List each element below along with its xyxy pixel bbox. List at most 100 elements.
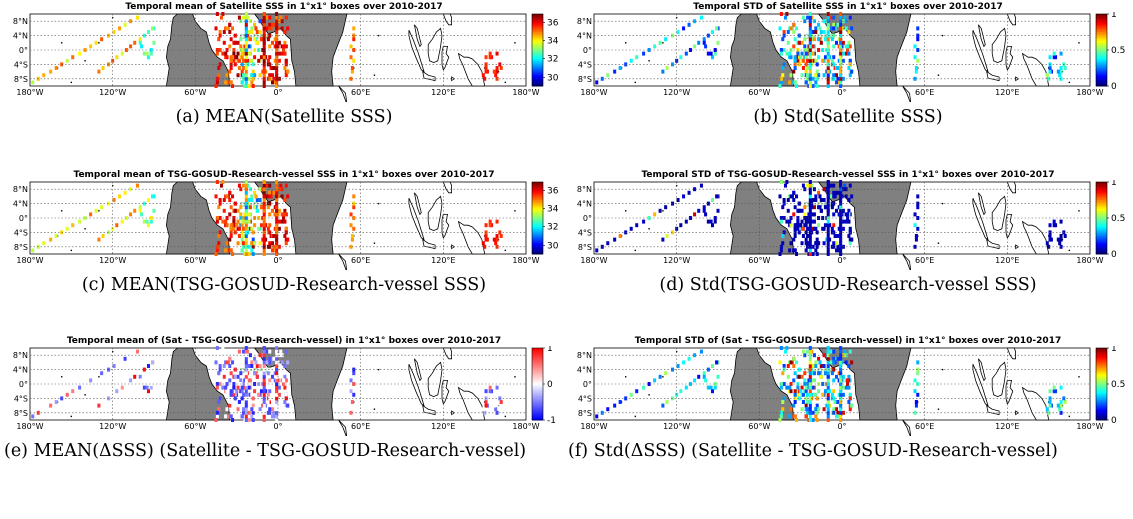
colorbar-step: [532, 44, 543, 47]
data-cell: [819, 30, 823, 34]
data-cell: [826, 15, 830, 20]
data-cell: [804, 403, 808, 408]
data-cell: [262, 219, 266, 224]
data-cell: [272, 356, 276, 361]
data-cell: [832, 407, 836, 412]
colorbar-frame: [531, 181, 544, 255]
island-dot: [98, 376, 100, 378]
data-cell: [275, 248, 279, 253]
data-cell: [797, 201, 801, 206]
data-cell: [808, 353, 812, 358]
data-cell: [231, 26, 235, 31]
land-polygon: [986, 238, 1000, 250]
data-cell: [229, 37, 233, 42]
data-cell: [224, 385, 228, 390]
data-cell: [145, 219, 149, 224]
colorbar-step: [532, 409, 543, 412]
data-cell: [275, 226, 279, 231]
data-cell: [240, 396, 244, 401]
data-cell: [262, 374, 266, 379]
data-cell: [1048, 66, 1052, 70]
data-cell: [250, 30, 254, 34]
data-cell: [710, 55, 715, 60]
colorbar-tick-label: -1: [547, 416, 556, 426]
data-cell: [350, 400, 354, 404]
data-cell: [847, 385, 851, 390]
island-dot: [648, 394, 650, 396]
data-cell: [817, 73, 821, 78]
data-cell: [228, 198, 232, 202]
colorbar-step: [1096, 66, 1107, 69]
data-cell: [255, 198, 259, 202]
data-cell: [914, 403, 918, 408]
data-cell: [268, 55, 272, 60]
data-cell: [797, 367, 801, 372]
data-cell: [275, 15, 279, 20]
data-cell: [709, 385, 713, 390]
data-cell: [275, 353, 279, 358]
data-cell: [847, 40, 851, 45]
data-cell: [94, 208, 98, 213]
data-cell: [804, 62, 808, 67]
data-cell: [284, 241, 288, 246]
data-cell: [224, 51, 228, 56]
data-cell: [242, 392, 246, 397]
data-cell: [151, 194, 155, 199]
data-cell: [262, 205, 266, 210]
data-cell: [797, 40, 801, 45]
data-cell: [839, 33, 843, 38]
data-cell: [259, 55, 263, 60]
data-cell: [115, 223, 119, 228]
data-cell: [270, 374, 275, 379]
data-cell: [228, 69, 232, 74]
data-cell: [237, 58, 241, 63]
data-cell: [781, 66, 785, 70]
data-cell: [808, 183, 812, 188]
map-block: Temporal STD of TSG-GOSUD-Research-vesse…: [568, 170, 1128, 270]
island-dot: [84, 394, 86, 396]
data-cell: [242, 407, 246, 412]
data-cell: [806, 407, 810, 412]
colorbar-step: [1096, 57, 1107, 60]
data-cell: [253, 356, 257, 361]
data-cell: [781, 234, 785, 238]
data-cell: [262, 26, 266, 31]
data-cell: [233, 374, 237, 379]
data-cell: [255, 374, 259, 379]
x-tick-label: 60°E: [915, 256, 934, 265]
data-cell: [244, 353, 248, 358]
data-cell: [495, 237, 499, 242]
data-cell: [795, 252, 799, 256]
data-cell: [78, 385, 82, 390]
colorbar-step: [532, 15, 543, 19]
data-cell: [836, 356, 840, 361]
data-cell: [275, 349, 279, 354]
data-cell: [221, 219, 225, 224]
data-cell: [123, 356, 127, 361]
data-cell: [817, 389, 821, 394]
data-cell: [788, 51, 792, 56]
data-cell: [684, 385, 688, 390]
data-cell: [808, 201, 812, 206]
data-cell: [262, 410, 266, 415]
colorbar-step: [1096, 212, 1107, 215]
data-cell: [495, 219, 499, 224]
data-cell: [54, 234, 58, 238]
data-cell: [801, 392, 805, 397]
colorbar-step: [532, 62, 543, 65]
island-dot: [84, 228, 86, 230]
data-cell: [808, 30, 812, 34]
data-cell: [352, 33, 356, 38]
data-cell: [808, 194, 812, 199]
data-cell: [808, 51, 812, 56]
map-title: Temporal mean of (Sat - TSG-GOSUD-Resear…: [66, 336, 502, 346]
colorbar-step: [532, 201, 543, 205]
data-cell: [262, 382, 266, 386]
colorbar-step: [532, 380, 543, 383]
figure-caption: (d) Std(TSG-GOSUD-Research-vessel SSS): [659, 275, 1037, 295]
data-cell: [272, 410, 276, 415]
x-tick-label: 120°W: [99, 256, 126, 265]
y-tick-label: 8°S: [14, 75, 28, 84]
data-cell: [792, 212, 796, 217]
colorbar-step: [532, 196, 543, 199]
